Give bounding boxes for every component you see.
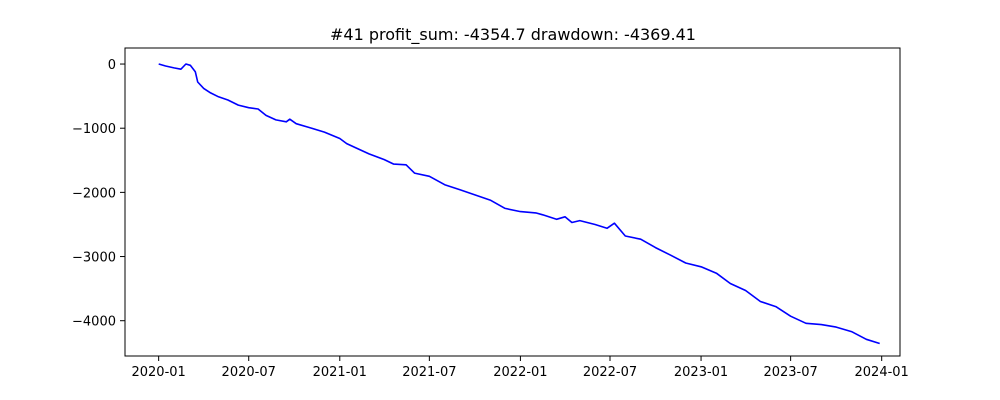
y-tick-label: 0 — [108, 58, 116, 73]
y-tick-label: −1000 — [72, 122, 116, 137]
x-tick-label: 2020-07 — [222, 365, 276, 380]
x-tick-label: 2022-01 — [493, 365, 547, 380]
x-tick-label: 2021-07 — [402, 365, 456, 380]
x-tick-label: 2023-01 — [674, 365, 728, 380]
y-tick-label: −2000 — [72, 186, 116, 201]
y-tick-label: −4000 — [72, 315, 116, 330]
x-tick-label: 2022-07 — [583, 365, 637, 380]
y-axis: 0 −1000 −2000 −3000 −4000 — [72, 58, 125, 330]
x-tick-label: 2021-01 — [313, 365, 367, 380]
plot-frame — [124, 47, 901, 357]
x-axis: 2020-01 2020-07 2021-01 2021-07 2022-01 2022-… — [131, 356, 909, 380]
series-line — [158, 63, 880, 345]
x-tick-label: 2023-07 — [763, 365, 817, 380]
y-tick-label: −3000 — [72, 251, 116, 266]
x-tick-label: 2024-01 — [855, 365, 909, 380]
chart-title: #41 profit_sum: -4354.7 drawdown: -4369.… — [330, 25, 696, 45]
x-tick-label: 2020-01 — [131, 365, 185, 380]
